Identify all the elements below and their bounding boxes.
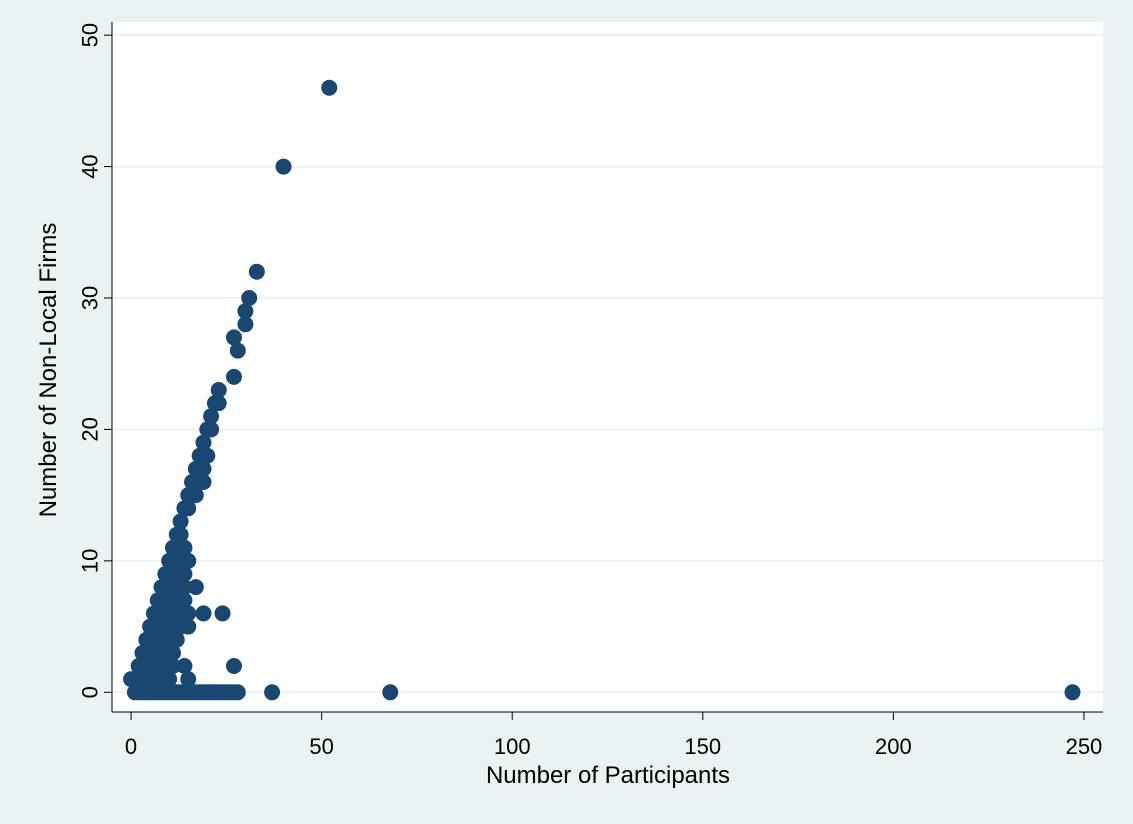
data-point [195,434,212,451]
data-point [161,671,178,688]
data-point [176,566,193,582]
data-point [225,329,242,346]
x-tick-label: 100 [494,734,531,759]
data-point [237,316,254,333]
x-axis-title: Number of Participants [486,762,730,789]
data-point [210,395,227,412]
data-point [195,605,212,622]
data-point [164,658,181,674]
data-point [237,303,254,320]
y-tick-label: 30 [78,286,103,310]
data-point [195,460,212,477]
plot-area [112,22,1103,712]
data-point [225,368,242,385]
data-point [176,579,193,596]
data-point [275,158,292,175]
y-tick-label: 50 [78,23,103,47]
data-point [248,263,265,280]
x-tick-label: 150 [684,734,721,759]
data-point [187,579,204,596]
x-tick-label: 0 [125,734,137,759]
data-point [214,605,231,622]
data-point [180,552,197,569]
data-point [321,79,338,96]
data-point [264,684,281,701]
data-point [176,658,193,674]
data-point [180,671,197,688]
data-point [210,382,227,398]
data-point [180,605,197,622]
data-point [180,618,197,635]
x-ticks: 0 50 100 150 200 250 [125,712,1102,759]
data-point [225,658,242,674]
data-point [195,474,212,490]
data-point [172,513,189,530]
data-point [382,684,399,701]
y-axis-title: Number of Non-Local Firms [35,223,62,518]
data-point [203,408,220,425]
data-point [199,447,216,464]
x-tick-label: 50 [309,734,333,759]
data-point [229,684,246,701]
y-tick-label: 0 [78,686,103,698]
y-tick-label: 40 [78,154,103,178]
data-point [187,487,204,504]
y-tick-label: 20 [78,417,103,441]
data-points [123,79,1081,701]
data-point [180,500,197,517]
data-point [176,592,193,609]
data-point [172,526,189,543]
y-ticks: 0 10 20 30 40 50 [78,23,112,698]
data-point [241,290,258,306]
data-point [1064,684,1081,701]
data-point [168,631,185,648]
data-point [176,539,193,556]
data-point [229,342,246,359]
x-tick-label: 250 [1066,734,1103,759]
data-point [203,421,220,438]
data-point [164,644,181,661]
y-tick-label: 10 [78,549,103,573]
x-tick-label: 200 [875,734,912,759]
